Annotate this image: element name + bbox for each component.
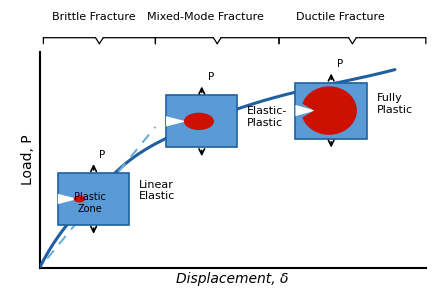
Circle shape bbox=[74, 196, 84, 202]
Bar bbox=[58, 173, 129, 225]
Text: Elastic-
Plastic: Elastic- Plastic bbox=[247, 106, 287, 128]
Text: Plastic
Zone: Plastic Zone bbox=[74, 192, 106, 214]
Text: Fully
Plastic: Fully Plastic bbox=[376, 93, 412, 115]
Text: P: P bbox=[336, 59, 343, 69]
Y-axis label: Load, P: Load, P bbox=[21, 135, 35, 185]
Text: Ductile Fracture: Ductile Fracture bbox=[296, 12, 384, 22]
Text: Mixed-Mode Fracture: Mixed-Mode Fracture bbox=[147, 12, 264, 22]
Text: Brittle Fracture: Brittle Fracture bbox=[52, 12, 135, 22]
Text: P: P bbox=[207, 72, 213, 82]
Text: P: P bbox=[99, 150, 106, 160]
Bar bbox=[166, 95, 237, 147]
Text: Linear
Elastic: Linear Elastic bbox=[139, 180, 175, 201]
Polygon shape bbox=[303, 87, 355, 134]
Polygon shape bbox=[166, 116, 186, 127]
Bar bbox=[295, 83, 366, 139]
Polygon shape bbox=[295, 105, 315, 116]
Circle shape bbox=[184, 113, 213, 129]
Polygon shape bbox=[58, 194, 78, 204]
X-axis label: Displacement, δ: Displacement, δ bbox=[176, 272, 288, 286]
